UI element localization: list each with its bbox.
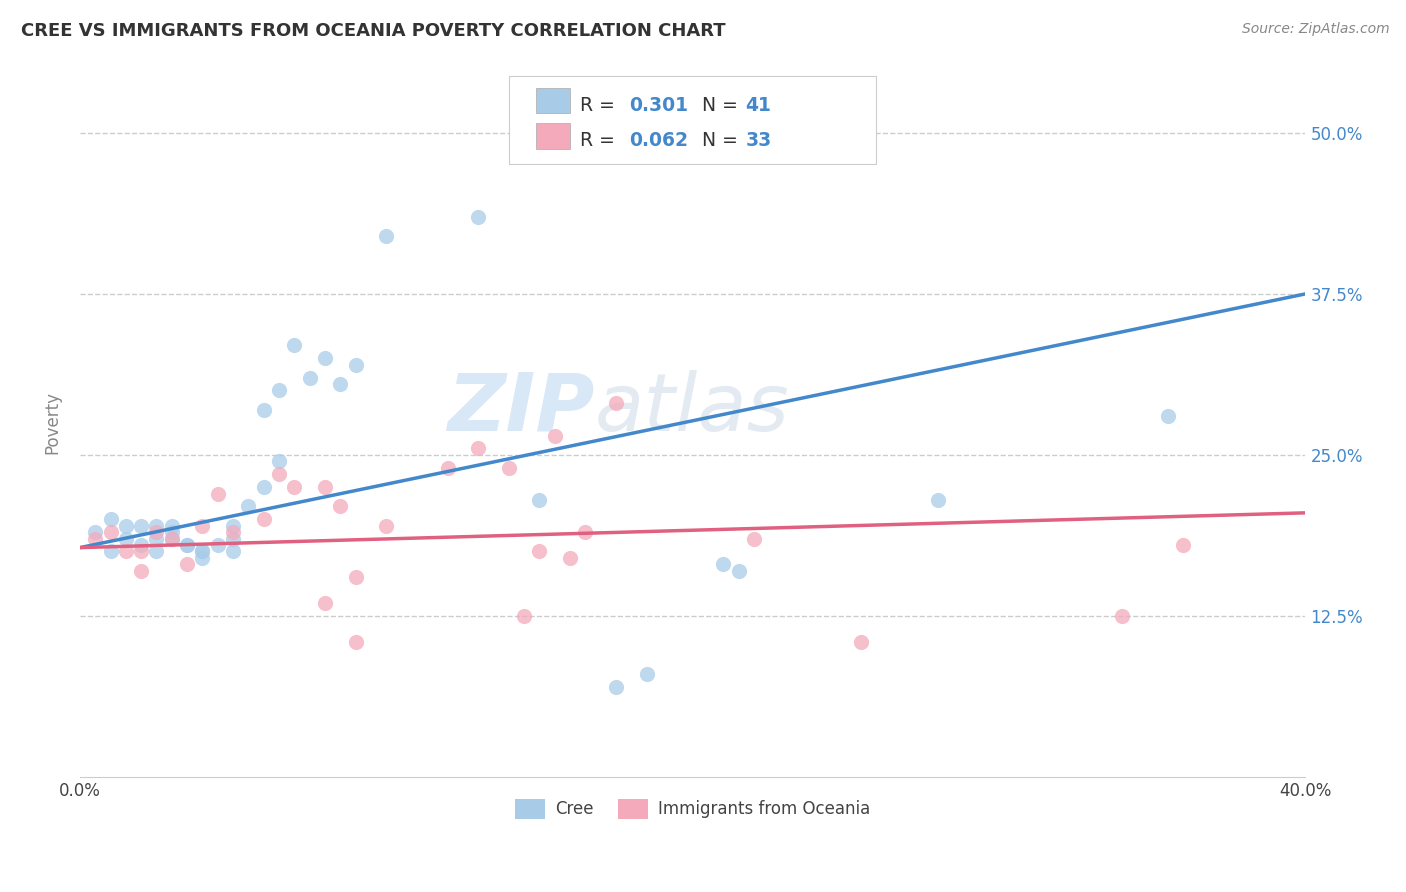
Point [222,544,245,558]
Point [267,454,290,468]
Point [114,518,136,533]
Point [298,370,321,384]
Point [267,467,290,482]
Point [727,564,749,578]
Point [711,558,734,572]
Point [238,500,260,514]
Point [314,596,336,610]
Point [253,480,276,494]
Point [498,460,520,475]
FancyBboxPatch shape [509,76,876,164]
Point [283,480,305,494]
Point [100,512,122,526]
Point [145,518,167,533]
Point [129,518,152,533]
Point [529,544,551,558]
Point [207,538,229,552]
Point [129,544,152,558]
Text: 0.062: 0.062 [628,131,688,150]
Text: CREE VS IMMIGRANTS FROM OCEANIA POVERTY CORRELATION CHART: CREE VS IMMIGRANTS FROM OCEANIA POVERTY … [21,22,725,40]
Point [1171,538,1194,552]
Point [145,544,167,558]
Point [283,338,305,352]
Point [1111,608,1133,623]
Point [253,402,276,417]
Text: 41: 41 [745,95,772,115]
Point [160,532,183,546]
Legend: Cree, Immigrants from Oceania: Cree, Immigrants from Oceania [508,793,877,825]
Point [544,428,567,442]
Point [191,518,214,533]
Bar [536,87,569,113]
Point [329,377,352,392]
Point [927,493,949,508]
Point [160,518,183,533]
Point [191,544,214,558]
Point [145,532,167,546]
Point [329,500,352,514]
Point [84,532,107,546]
Text: 0.301: 0.301 [628,95,688,115]
Point [176,558,198,572]
Point [207,486,229,500]
Point [176,538,198,552]
Point [222,532,245,546]
Point [114,544,136,558]
Point [529,493,551,508]
Point [191,550,214,565]
Point [436,460,458,475]
Text: atlas: atlas [595,369,789,448]
Text: N =: N = [703,95,744,115]
Point [344,634,367,648]
Point [375,518,398,533]
Point [314,480,336,494]
Point [160,532,183,546]
Text: R =: R = [579,131,621,150]
Text: N =: N = [703,131,744,150]
Text: 33: 33 [745,131,772,150]
Point [100,544,122,558]
Text: R =: R = [579,95,621,115]
Point [145,525,167,540]
Point [84,525,107,540]
Point [314,351,336,366]
Point [558,550,581,565]
Point [375,229,398,244]
Point [574,525,596,540]
Text: ZIP: ZIP [447,369,595,448]
Point [467,210,489,224]
Point [636,666,658,681]
Point [849,634,872,648]
Bar [536,123,569,149]
Point [1156,409,1178,424]
Point [222,518,245,533]
Point [267,384,290,398]
Point [605,396,627,410]
Point [176,538,198,552]
Point [129,538,152,552]
Point [114,532,136,546]
Point [100,525,122,540]
Point [222,525,245,540]
Point [191,544,214,558]
Point [160,525,183,540]
Point [467,442,489,456]
Text: Source: ZipAtlas.com: Source: ZipAtlas.com [1241,22,1389,37]
Point [605,680,627,694]
Point [513,608,536,623]
Point [344,570,367,584]
Point [129,564,152,578]
Point [742,532,765,546]
Point [344,358,367,372]
Point [253,512,276,526]
Y-axis label: Poverty: Poverty [44,392,60,454]
